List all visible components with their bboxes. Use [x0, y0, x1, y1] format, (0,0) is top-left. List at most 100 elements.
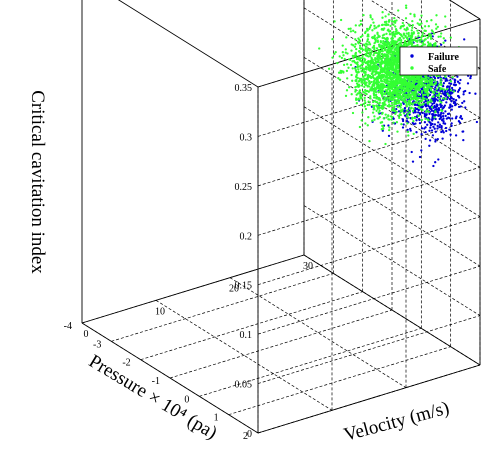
data-point: [439, 35, 442, 38]
data-point: [380, 121, 384, 124]
data-point: [406, 109, 409, 112]
data-point: [399, 102, 403, 105]
data-point: [413, 15, 416, 18]
data-point: [446, 88, 449, 91]
data-point: [381, 48, 384, 51]
data-point: [390, 118, 393, 121]
data-point: [366, 124, 369, 127]
data-point: [379, 84, 383, 87]
data-point: [344, 94, 348, 98]
data-point: [396, 130, 399, 133]
data-point: [450, 108, 453, 111]
data-point: [387, 20, 391, 23]
data-point: [392, 74, 395, 77]
data-point: [418, 96, 422, 100]
data-point: [375, 47, 379, 50]
data-point: [385, 68, 388, 71]
data-point: [419, 108, 423, 111]
data-point: [430, 106, 434, 109]
data-point: [370, 80, 373, 84]
data-point: [385, 91, 389, 94]
data-point: [378, 115, 381, 119]
data-point: [363, 99, 366, 102]
data-point: [423, 127, 426, 130]
data-point: [405, 102, 408, 106]
data-point: [406, 114, 409, 118]
data-point: [435, 94, 439, 97]
data-point: [448, 82, 451, 85]
data-point: [420, 14, 423, 17]
data-point: [432, 164, 435, 168]
grid-line: [257, 265, 481, 335]
data-point: [410, 83, 413, 86]
data-point: [441, 87, 444, 90]
z-tick-label: 0.3: [240, 132, 253, 143]
data-point: [387, 118, 390, 121]
data-point: [401, 35, 404, 38]
data-point: [382, 67, 386, 70]
data-point: [388, 33, 392, 36]
data-point: [397, 89, 400, 92]
data-point: [426, 41, 430, 44]
data-point: [431, 84, 434, 87]
data-point: [405, 89, 408, 93]
data-point: [410, 86, 413, 89]
data-point: [408, 104, 411, 107]
data-point: [359, 78, 363, 82]
data-point: [390, 87, 394, 90]
data-point: [363, 96, 366, 100]
data-point: [433, 123, 437, 126]
data-point: [334, 50, 337, 54]
data-point: [440, 101, 443, 104]
data-point: [433, 77, 437, 80]
data-point: [341, 44, 344, 47]
data-point: [395, 93, 398, 97]
data-point: [380, 44, 383, 47]
data-point: [376, 31, 379, 34]
data-point: [331, 56, 334, 59]
grid-line: [111, 272, 334, 342]
data-point: [385, 39, 388, 42]
data-point: [422, 39, 426, 42]
data-point: [445, 129, 448, 133]
data-point: [353, 54, 356, 57]
data-point: [365, 77, 369, 80]
data-point: [411, 19, 414, 23]
data-point: [387, 51, 390, 55]
data-point: [433, 78, 436, 82]
data-point: [386, 61, 389, 64]
data-point: [428, 112, 431, 115]
data-point: [381, 50, 384, 53]
data-point: [399, 86, 403, 90]
data-point: [395, 81, 398, 84]
data-point: [372, 21, 375, 24]
grid-line: [169, 309, 393, 379]
data-point: [443, 93, 446, 96]
y-tick-label: 0: [184, 394, 189, 405]
data-point: [368, 52, 371, 56]
data-point: [442, 120, 445, 123]
data-point: [387, 124, 390, 127]
data-point: [394, 59, 397, 63]
data-point: [373, 104, 376, 108]
data-point: [453, 79, 457, 82]
data-point: [411, 109, 415, 113]
data-point: [424, 137, 427, 141]
data-point: [434, 23, 438, 26]
data-point: [421, 111, 424, 115]
data-point: [339, 18, 343, 22]
data-point: [387, 128, 391, 132]
data-point: [363, 58, 367, 61]
box-edge: [81, 322, 259, 434]
data-point: [411, 26, 414, 29]
data-point: [428, 100, 431, 104]
data-point: [431, 91, 434, 94]
data-point: [345, 89, 349, 92]
data-point: [404, 4, 408, 7]
data-point: [349, 63, 353, 67]
data-point: [425, 79, 428, 82]
data-point: [369, 97, 372, 100]
legend: Failure Safe: [399, 46, 478, 76]
data-point: [444, 126, 448, 130]
box-edge: [117, 0, 259, 88]
